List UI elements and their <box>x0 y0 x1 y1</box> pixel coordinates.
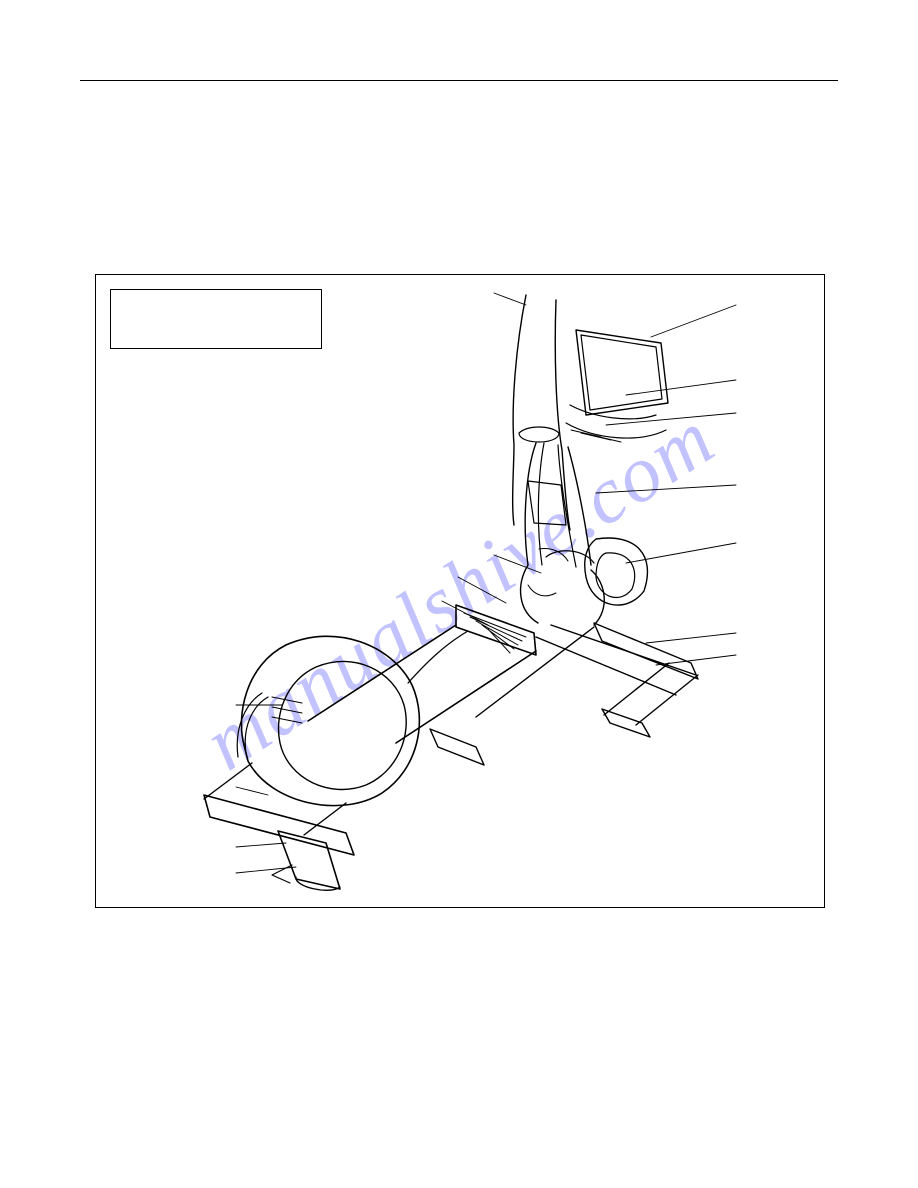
elliptical-diagram <box>96 275 824 907</box>
top-rule <box>80 80 838 81</box>
figure-frame: manualshive.com <box>95 274 825 908</box>
manual-page: manualshive.com <box>0 0 918 1188</box>
